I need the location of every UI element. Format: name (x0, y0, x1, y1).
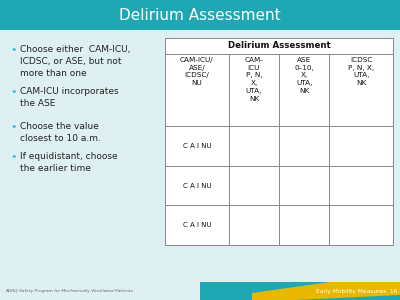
Text: •: • (10, 122, 16, 132)
Text: •: • (10, 87, 16, 97)
Text: CAM-ICU/
ASE/
ICDSC/
NU: CAM-ICU/ ASE/ ICDSC/ NU (180, 57, 214, 86)
Text: Delirium Assessment: Delirium Assessment (119, 8, 281, 22)
Text: C A I NU: C A I NU (183, 222, 211, 228)
Text: ICDSC
P, N, X,
UTA,
NK: ICDSC P, N, X, UTA, NK (348, 57, 374, 86)
Text: Delirium Assessment: Delirium Assessment (228, 41, 330, 50)
Text: CAM-ICU incorporates
the ASE: CAM-ICU incorporates the ASE (20, 87, 119, 108)
Text: AHRQ Safety Program for Mechanically Ventilated Patients: AHRQ Safety Program for Mechanically Ven… (5, 289, 133, 293)
Text: •: • (10, 45, 16, 55)
Text: •: • (10, 152, 16, 162)
Text: ASE
0–10,
X,
UTA,
NK: ASE 0–10, X, UTA, NK (294, 57, 314, 94)
Text: CAM-
ICU
P, N,
X,
UTA,
NK: CAM- ICU P, N, X, UTA, NK (244, 57, 263, 102)
Text: Choose the value
closest to 10 a.m.: Choose the value closest to 10 a.m. (20, 122, 101, 143)
Bar (165, 38, 393, 245)
Text: Choose either  CAM-ICU,
ICDSC, or ASE, but not
more than one: Choose either CAM-ICU, ICDSC, or ASE, bu… (20, 45, 130, 78)
Text: C A I NU: C A I NU (183, 143, 211, 149)
Bar (200, 282, 400, 300)
Text: If equidistant, choose
the earlier time: If equidistant, choose the earlier time (20, 152, 118, 173)
Bar (0, 0, 400, 30)
Text: C A I NU: C A I NU (183, 182, 211, 188)
Polygon shape (252, 282, 400, 300)
Text: Early Mobility Measures  16: Early Mobility Measures 16 (316, 289, 397, 293)
